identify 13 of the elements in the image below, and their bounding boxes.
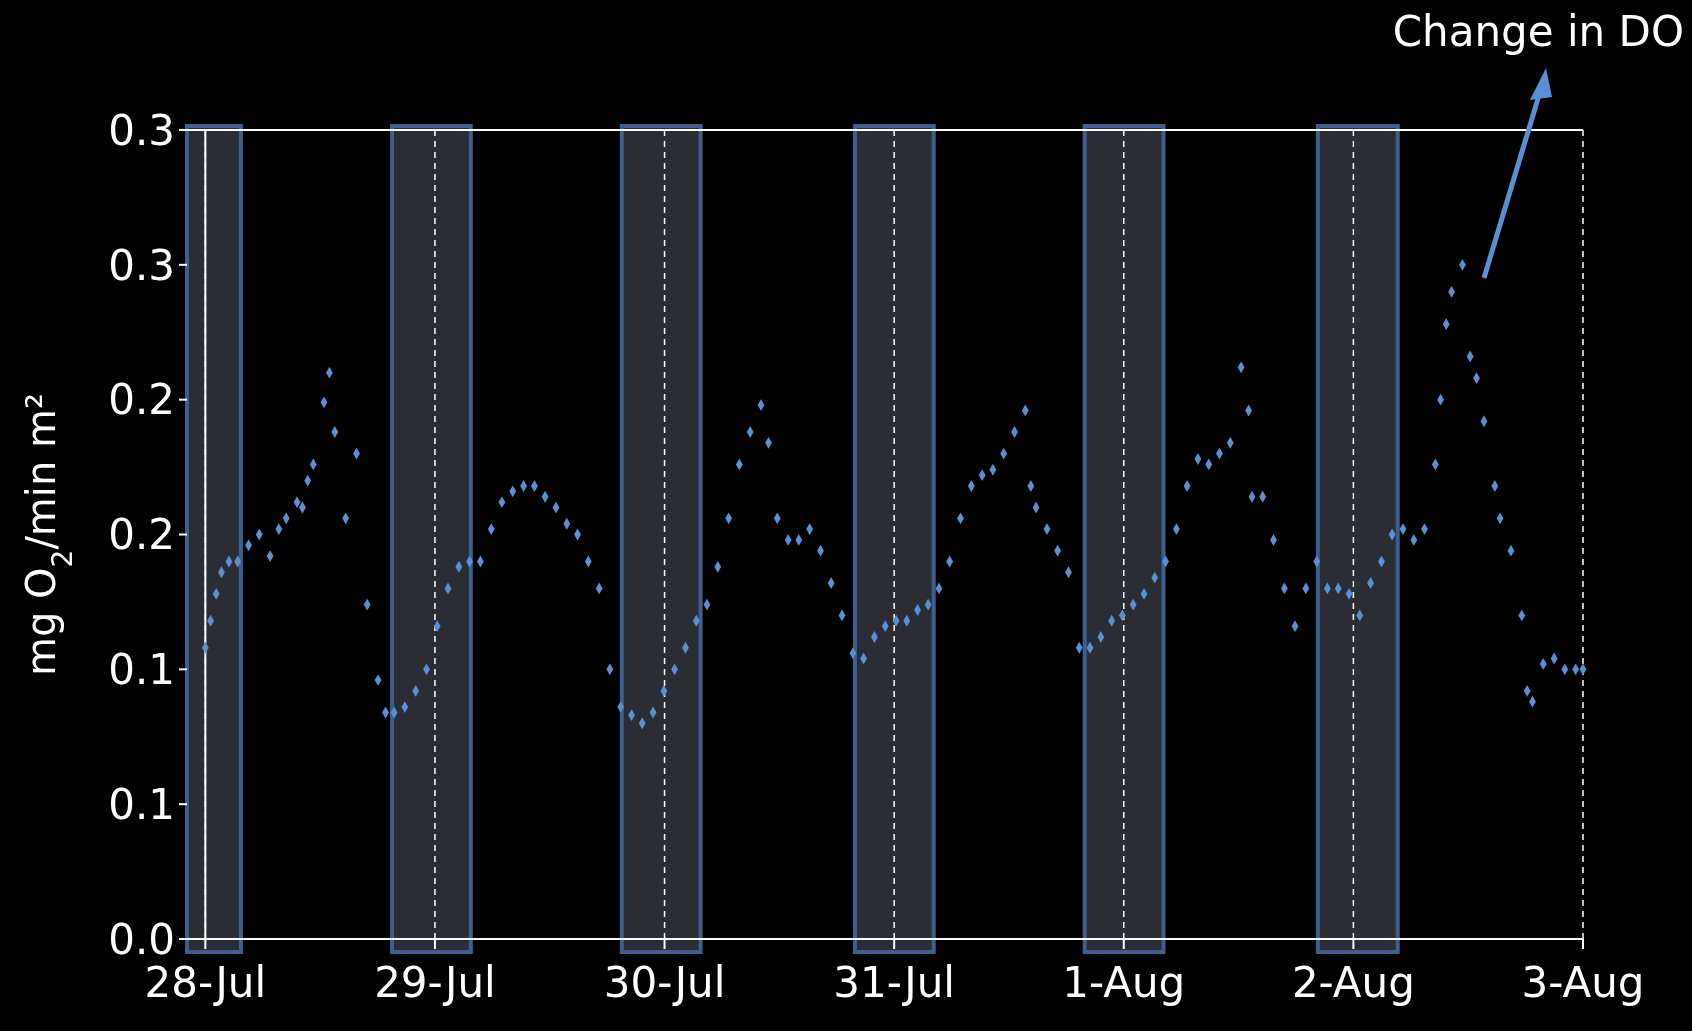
y-tick-label: 0.3 xyxy=(108,240,175,290)
y-tick-label: 0.3 xyxy=(108,105,175,155)
y-tick-label: 0.2 xyxy=(108,375,175,425)
y-tick-label: 0.2 xyxy=(108,510,175,560)
x-tick-label: 2-Aug xyxy=(1291,958,1415,1007)
y-tick-label: 0.1 xyxy=(108,779,175,829)
x-tick-label: 1-Aug xyxy=(1062,958,1186,1007)
x-tick-label: 29-Jul xyxy=(374,958,496,1007)
x-tick-label: 3-Aug xyxy=(1521,958,1645,1007)
text: Change in DO xyxy=(1392,7,1684,56)
x-tick-label: 30-Jul xyxy=(603,958,726,1007)
y-tick-label: 0.1 xyxy=(108,645,175,695)
x-tick-label: 31-Jul xyxy=(833,958,955,1007)
